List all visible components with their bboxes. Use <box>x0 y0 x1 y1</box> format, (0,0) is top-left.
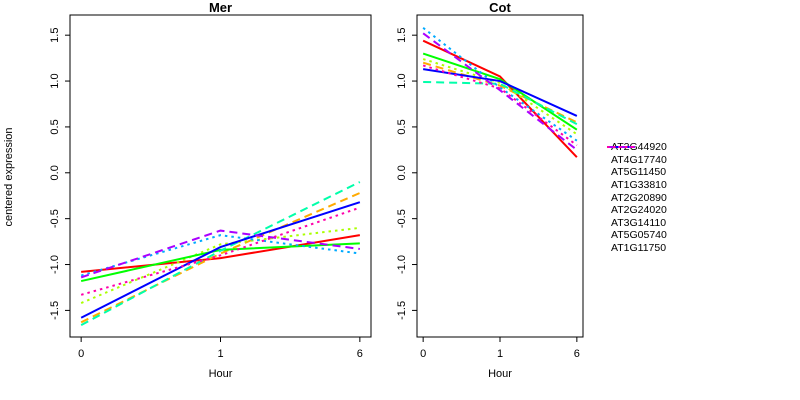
y-tick-label-cot: -1.0 <box>396 255 408 274</box>
series-line-AT1G33810 <box>80 242 360 283</box>
panel-title-mer: Mer <box>208 0 233 15</box>
y-tick-label-mer: 0.5 <box>49 119 61 134</box>
series-line-AT1G11750 <box>422 64 578 147</box>
series-line-AT5G11450 <box>80 226 360 304</box>
series-line-AT5G11450 <box>422 58 578 136</box>
y-tick-label-cot: -1.5 <box>396 301 408 320</box>
y-tick-label-mer: -0.5 <box>49 209 61 228</box>
legend-item-AT5G11450: AT5G11450 <box>606 146 667 179</box>
legend-item-AT1G33810: AT1G33810 <box>606 146 667 192</box>
x-tick-label-mer: 0 <box>78 348 84 360</box>
y-tick-label-cot: 1.0 <box>396 73 408 88</box>
series-line-AT1G11750 <box>80 206 361 296</box>
x-axis-label-cot: Hour <box>488 368 512 380</box>
legend-line-swatch <box>607 146 635 148</box>
legend-label: AT4G17740 <box>611 153 667 166</box>
legend-label: AT3G14110 <box>611 216 667 229</box>
y-tick-label-mer: -1.5 <box>49 301 61 320</box>
legend-label: AT5G11450 <box>611 166 667 179</box>
y-axis-label: centered expression <box>3 127 15 227</box>
legend-label: AT1G11750 <box>611 242 667 255</box>
x-tick-label-mer: 1 <box>217 348 223 360</box>
legend-label: AT1G33810 <box>611 179 667 192</box>
legend-item-AT5G05740: AT5G05740 <box>606 146 667 242</box>
x-tick-label-cot: 6 <box>574 348 580 360</box>
series-line-AT2G20890 <box>80 181 361 326</box>
legend-item-AT1G11750: AT1G11750 <box>606 146 667 255</box>
legend: AT2G44920 AT4G17740 AT5G11450 AT1G33810 AT2G… <box>606 141 667 254</box>
x-tick-label-cot: 1 <box>497 348 503 360</box>
series-line-AT2G44920 <box>81 234 361 273</box>
series-line-AT5G05740 <box>422 32 578 151</box>
plot-box-cot <box>416 14 584 338</box>
legend-item-AT2G20890: AT2G20890 <box>606 146 667 204</box>
series-line-AT2G24020 <box>422 27 578 142</box>
series-line-AT2G20890 <box>423 80 578 126</box>
y-tick-label-mer: 1.5 <box>49 28 61 43</box>
series-line-AT2G44920 <box>422 39 578 158</box>
series-line-AT2G24020 <box>80 234 360 277</box>
y-tick-label-cot: 0.5 <box>396 119 408 134</box>
panel-title-cot: Cot <box>489 0 511 15</box>
y-tick-label-mer: 1.0 <box>49 73 61 88</box>
legend-label: AT2G44920 <box>611 141 667 154</box>
y-tick-label-cot: 0.0 <box>396 165 408 180</box>
legend-item-AT3G14110: AT3G14110 <box>606 146 667 230</box>
series-line-AT3G14110 <box>80 201 361 319</box>
y-tick-label-mer: 0.0 <box>49 165 61 180</box>
x-tick-label-cot: 0 <box>420 348 426 360</box>
legend-label: AT2G20890 <box>611 191 667 204</box>
x-tick-label-mer: 6 <box>357 348 363 360</box>
legend-item-AT2G24020: AT2G24020 <box>606 146 667 217</box>
y-tick-label-mer: -1.0 <box>49 255 61 274</box>
plot-box-mer <box>69 14 372 338</box>
legend-label: AT2G24020 <box>611 204 667 217</box>
series-line-AT5G05740 <box>80 229 360 279</box>
y-tick-label-cot: -0.5 <box>396 209 408 228</box>
x-axis-label-mer: Hour <box>208 368 233 380</box>
series-line-AT1G33810 <box>422 52 578 131</box>
legend-item-AT4G17740: AT4G17740 <box>606 146 667 167</box>
y-tick-label-cot: 1.5 <box>396 28 408 43</box>
legend-label: AT5G05740 <box>611 229 667 242</box>
